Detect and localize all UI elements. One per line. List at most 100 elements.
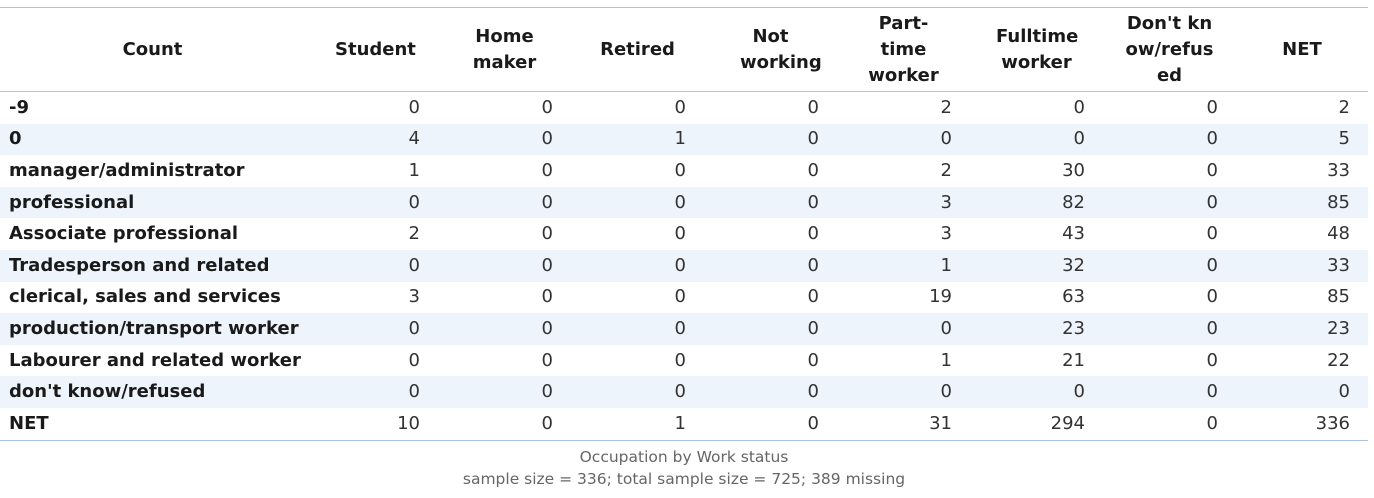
table-cell: 23: [1327, 317, 1350, 339]
table-cell: 1: [674, 128, 686, 150]
row-label: production/transport worker: [9, 317, 299, 339]
table-cell: 0: [1206, 159, 1218, 181]
table-cell: 0: [674, 159, 686, 181]
table-row: Associate professional 2 0 0 0 3 43 0 48: [0, 218, 1368, 250]
table-cell: 1: [940, 254, 952, 276]
table-cell: 0: [408, 317, 420, 339]
column-header: Home maker: [472, 25, 537, 73]
column-header: NET: [1282, 38, 1322, 60]
table-cell: 82: [1062, 191, 1085, 213]
table-cell: 1: [940, 349, 952, 371]
table-cell: 0: [674, 96, 686, 118]
table-cell: 0: [541, 349, 553, 371]
table-cell: 0: [1206, 412, 1218, 434]
table-cell: 19: [929, 286, 952, 308]
table-cell: 2: [940, 96, 952, 118]
table-cell: 0: [1206, 381, 1218, 403]
column-header: Not working: [740, 25, 822, 73]
table-row: professional 0 0 0 0 3 82 0 85: [0, 186, 1368, 219]
table-cell: 10: [397, 412, 420, 434]
table-cell: 0: [674, 286, 686, 308]
table-cell: 31: [929, 412, 952, 434]
table-cell: 63: [1062, 286, 1085, 308]
table-row: Tradesperson and related 0 0 0 0 1 32 0 33: [0, 249, 1368, 282]
table-cell: 0: [1206, 128, 1218, 150]
table-row: Labourer and related worker 0 0 0 0 1 21 0 22: [0, 345, 1368, 377]
table-cell: 0: [408, 381, 420, 403]
table-cell: 0: [408, 254, 420, 276]
table-subtitle: sample size = 336; total sample size = 7…: [462, 470, 906, 488]
table-cell: 0: [541, 412, 553, 434]
table-cell: 85: [1327, 191, 1350, 213]
table-cell: 2: [1338, 96, 1350, 118]
table-cell: 0: [541, 191, 553, 213]
table-cell: 0: [674, 191, 686, 213]
crosstab-table-container: Count Student Home maker Retired Not wor…: [0, 7, 1368, 441]
table-cell: 48: [1327, 223, 1350, 245]
table-cell: 0: [1206, 317, 1218, 339]
table-cell: 3: [940, 223, 952, 245]
table-cell: 43: [1062, 223, 1085, 245]
table-cell: 5: [1338, 128, 1350, 150]
table-cell: 3: [408, 286, 420, 308]
table-cell: 0: [807, 286, 819, 308]
row-label: Associate professional: [9, 223, 239, 245]
header-row: Count Student Home maker Retired Not wor…: [0, 7, 1368, 92]
table-cell: 336: [1315, 412, 1350, 434]
table-cell: 22: [1327, 349, 1350, 371]
table-cell: 2: [940, 159, 952, 181]
table-cell: 0: [1206, 223, 1218, 245]
table-row: manager/administrator 1 0 0 0 2 30 0 33: [0, 155, 1368, 187]
crosstab-table: Count Student Home maker Retired Not wor…: [0, 7, 1368, 441]
table-row: NET 10 0 1 0 31 294 0 336: [0, 408, 1368, 441]
table-cell: 0: [1338, 381, 1350, 403]
table-cell: 0: [807, 96, 819, 118]
row-label: clerical, sales and services: [9, 286, 281, 308]
table-cell: 0: [807, 254, 819, 276]
row-label: professional: [9, 191, 135, 213]
corner-header: Count: [122, 38, 183, 60]
table-row: clerical, sales and services 3 0 0 0 19 63 0 85: [0, 282, 1368, 314]
table-cell: 2: [408, 223, 420, 245]
table-title: Occupation by Work status: [579, 448, 789, 466]
table-cell: 0: [674, 381, 686, 403]
table-cell: 0: [541, 159, 553, 181]
row-label: Labourer and related worker: [9, 349, 301, 371]
table-cell: 0: [408, 96, 420, 118]
table-cell: 0: [940, 128, 952, 150]
table-cell: 0: [408, 191, 420, 213]
table-cell: 0: [807, 317, 819, 339]
table-cell: 23: [1062, 317, 1085, 339]
row-label: don't know/refused: [9, 381, 206, 403]
table-cell: 1: [674, 412, 686, 434]
table-cell: 21: [1062, 349, 1085, 371]
row-label: -9: [9, 96, 29, 118]
table-cell: 0: [807, 223, 819, 245]
column-header: Fulltime worker: [996, 25, 1079, 73]
table-cell: 1: [408, 159, 420, 181]
column-header: Part-time worker: [868, 12, 939, 86]
table-cell: 0: [1206, 96, 1218, 118]
table-body: -9 0 0 0 0 2 0 0 2 0 4 0 1 0 0 0 0 5 manager/administrator…: [0, 92, 1368, 441]
table-cell: 0: [807, 381, 819, 403]
table-cell: 85: [1327, 286, 1350, 308]
row-label: 0: [9, 128, 22, 150]
table-cell: 0: [1073, 96, 1085, 118]
table-cell: 0: [807, 128, 819, 150]
table-cell: 33: [1327, 254, 1350, 276]
table-cell: 0: [541, 381, 553, 403]
table-cell: 0: [408, 349, 420, 371]
table-cell: 30: [1062, 159, 1085, 181]
table-row: 0 4 0 1 0 0 0 0 5: [0, 123, 1368, 156]
table-cell: 0: [807, 159, 819, 181]
table-row: -9 0 0 0 0 2 0 0 2: [0, 92, 1368, 124]
table-cell: 0: [1206, 191, 1218, 213]
table-cell: 4: [408, 128, 420, 150]
table-cell: 3: [940, 191, 952, 213]
table-cell: 0: [940, 317, 952, 339]
table-cell: 0: [1206, 286, 1218, 308]
table-cell: 0: [807, 191, 819, 213]
column-header: Retired: [600, 38, 675, 60]
table-cell: 33: [1327, 159, 1350, 181]
table-cell: 0: [541, 317, 553, 339]
